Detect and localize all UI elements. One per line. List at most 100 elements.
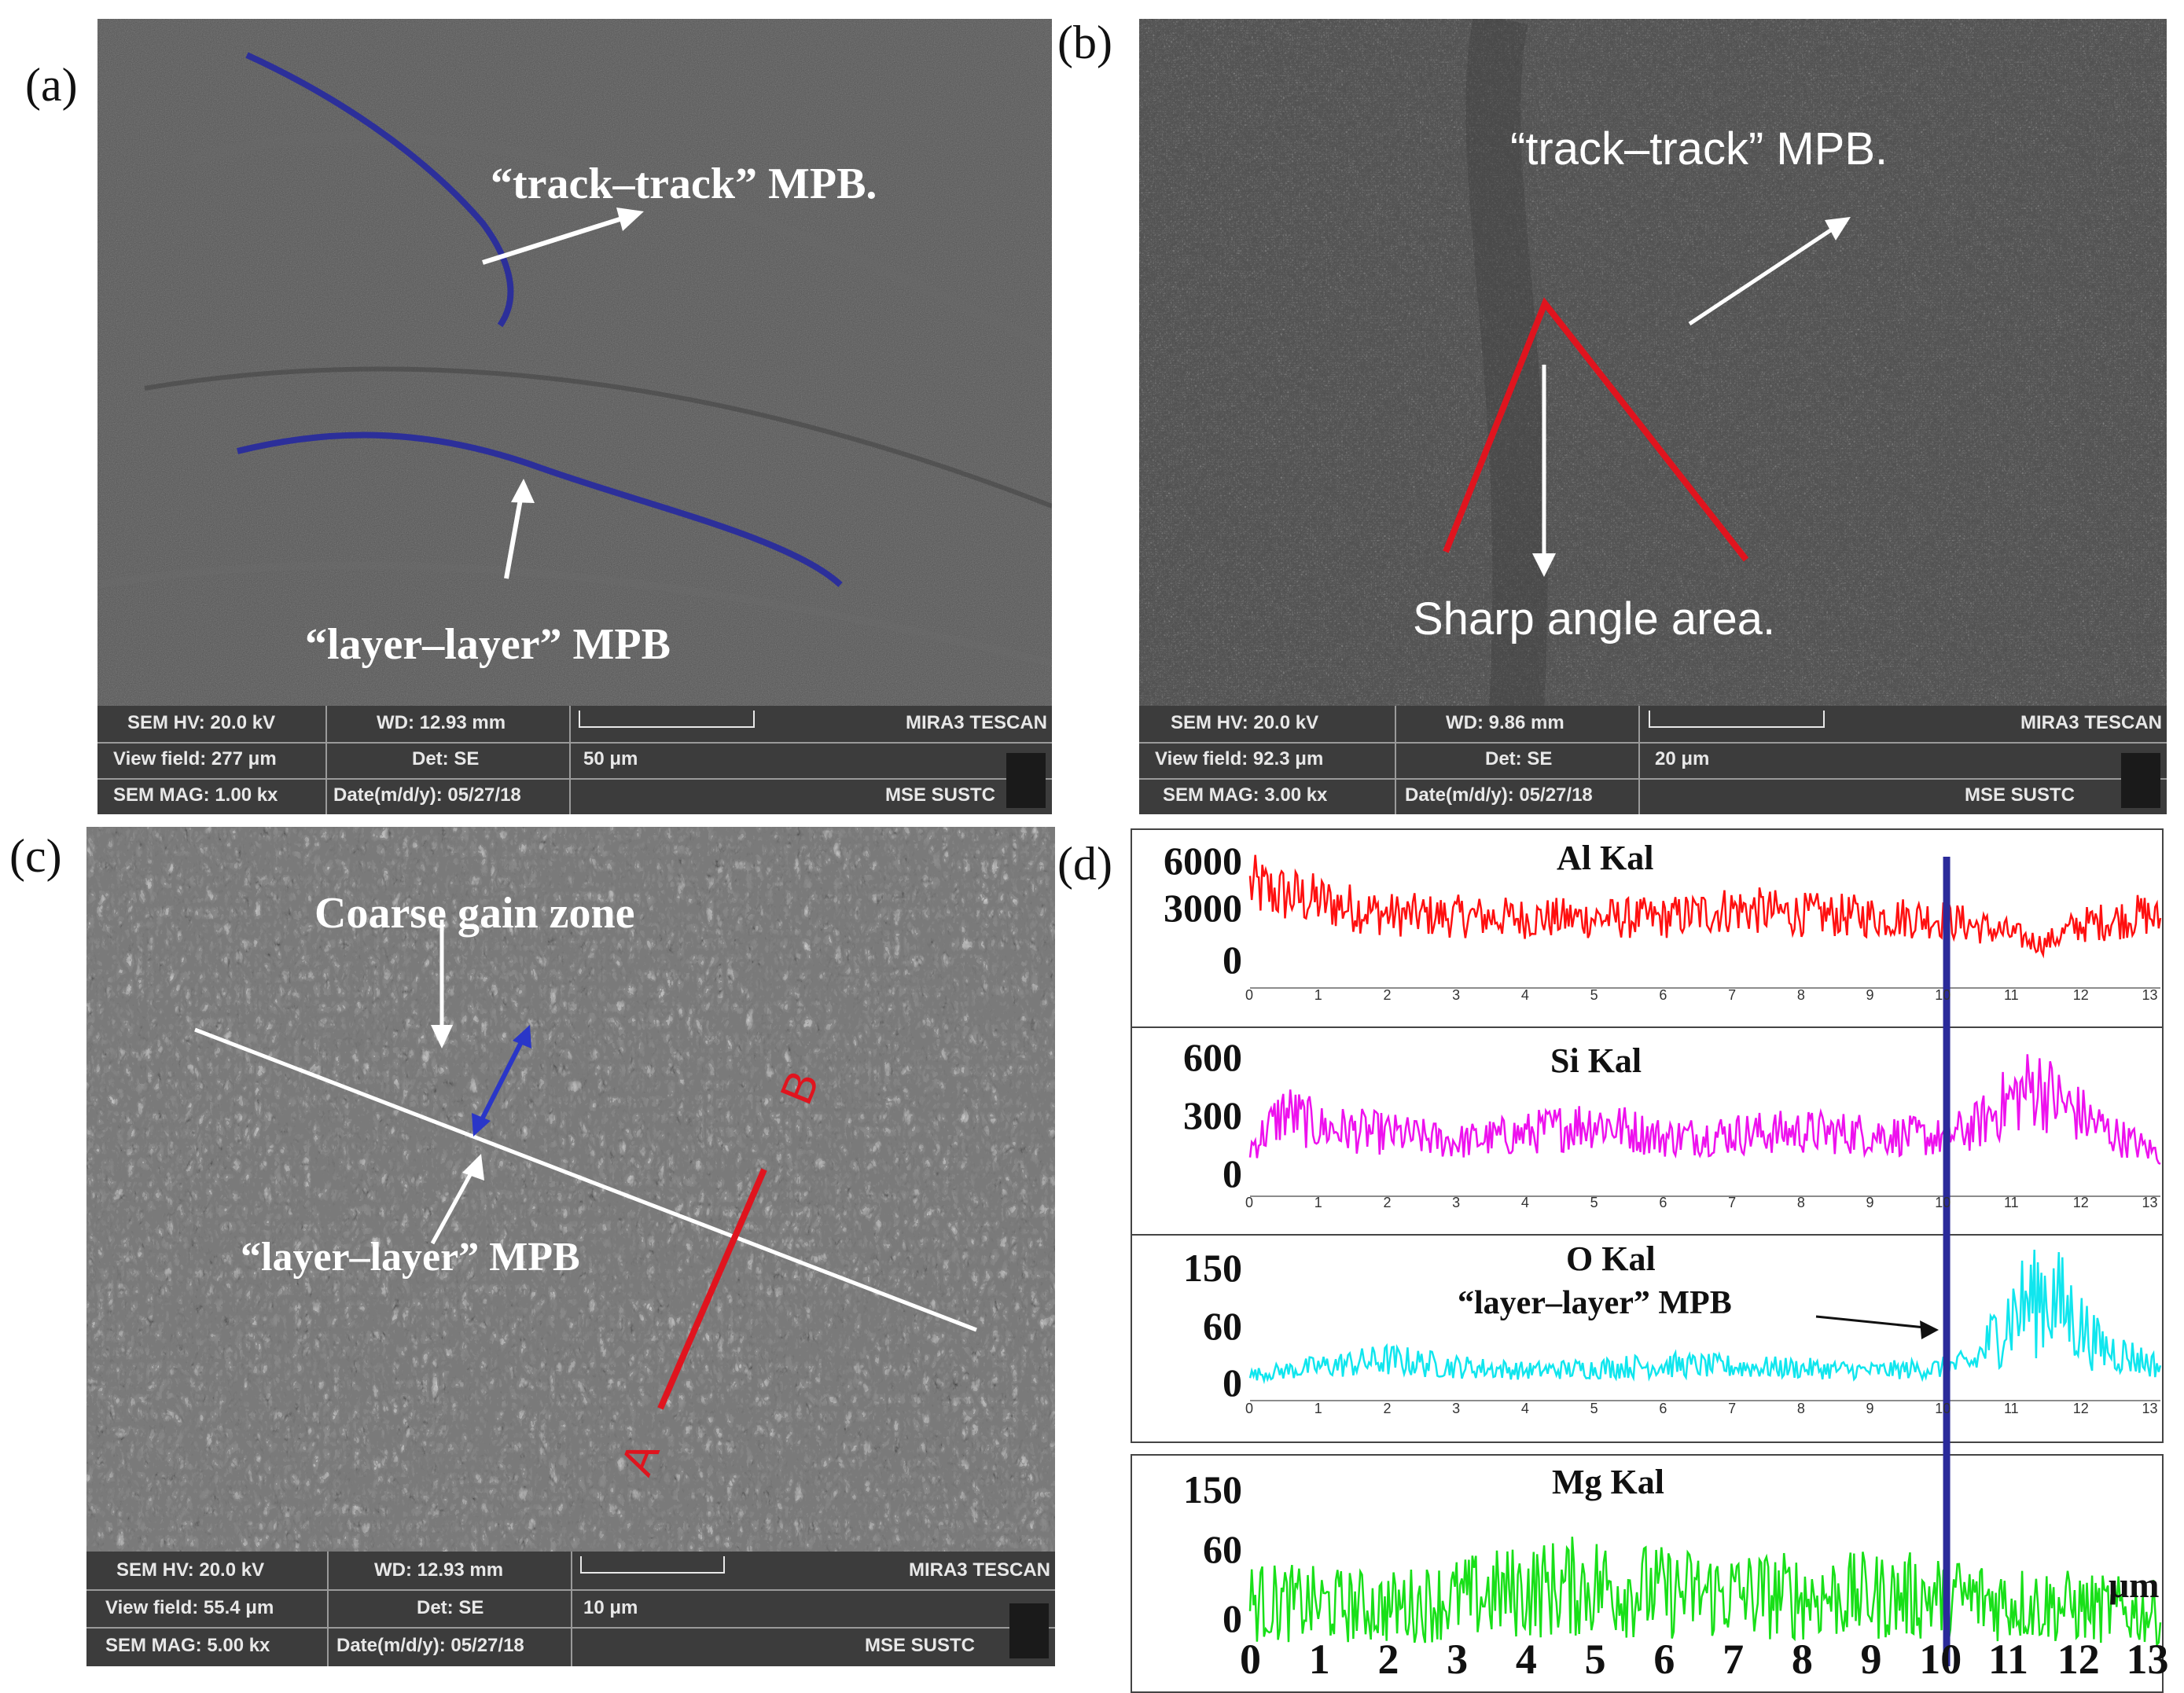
- x-tick-7: 7: [1723, 1636, 1745, 1683]
- x-tick-13: 13: [2126, 1636, 2169, 1683]
- x-tick-small-0-1: 1: [1314, 987, 1322, 1003]
- width-indicator-tip-bottom: [472, 1113, 491, 1137]
- info-wd: WD: 9.86 mm: [1446, 712, 1564, 733]
- x-tick-small-2-6: 6: [1659, 1401, 1667, 1416]
- eds-line-scan-chart: 6000 3000 0 Al Kal 600 300 0 Si Kal 150 …: [1124, 825, 2184, 1693]
- tescan-logo: [1006, 753, 1046, 808]
- o-tick-0: 0: [1223, 1361, 1242, 1405]
- sem-micrograph-a: [97, 19, 1052, 814]
- x-tick-6: 6: [1653, 1636, 1675, 1683]
- info-mag: SEM MAG: 1.00 kx: [113, 784, 278, 806]
- x-tick-small-0-12: 12: [2072, 987, 2089, 1003]
- info-field: View field: 277 μm: [113, 748, 277, 769]
- x-tick-small-1-13: 13: [2142, 1195, 2158, 1210]
- x-tick-small-2-1: 1: [1314, 1401, 1322, 1416]
- arrow-track-track: [482, 213, 633, 265]
- arrowhead-sharp-angle: [1532, 553, 1556, 577]
- info-scale: 20 μm: [1655, 748, 1710, 769]
- x-tick-1: 1: [1308, 1636, 1330, 1683]
- panel-label-c: (c): [9, 830, 62, 882]
- x-tick-small-1-1: 1: [1314, 1195, 1322, 1210]
- x-tick-small-2-11: 11: [2004, 1401, 2019, 1416]
- o-tick-150: 150: [1183, 1246, 1242, 1290]
- sem-micrograph-c: [86, 827, 1055, 1666]
- x-tick-small-2-8: 8: [1796, 1401, 1805, 1416]
- si-tick-600: 600: [1183, 1035, 1242, 1079]
- x-tick-small-2-5: 5: [1590, 1401, 1598, 1416]
- x-tick-small-1-9: 9: [1866, 1195, 1874, 1210]
- al-series-title: Al Kal: [1557, 839, 1654, 877]
- x-tick-small-1-4: 4: [1520, 1195, 1529, 1210]
- mg-series-title: Mg Kal: [1552, 1463, 1664, 1501]
- x-tick-small-2-12: 12: [2072, 1401, 2089, 1416]
- info-date: Date(m/d/y): 05/27/18: [1405, 784, 1593, 806]
- width-indicator-tip-top: [513, 1025, 531, 1048]
- annotation-track-track: “track–track” MPB.: [491, 160, 877, 208]
- x-tick-small-1-0: 0: [1245, 1195, 1254, 1210]
- si-series-title: Si Kal: [1550, 1041, 1642, 1080]
- x-tick-small-1-12: 12: [2072, 1195, 2089, 1210]
- o-tick-60: 60: [1203, 1304, 1242, 1348]
- info-brand: MIRA3 TESCAN: [905, 712, 1047, 733]
- info-brand: MIRA3 TESCAN: [2020, 712, 2162, 733]
- al-tick-6000: 6000: [1164, 839, 1242, 883]
- scale-bar: [579, 711, 755, 728]
- x-axis-unit: μm: [2109, 1565, 2160, 1605]
- series-line-3: [1248, 1537, 2162, 1647]
- x-tick-small-0-10: 10: [1935, 987, 1951, 1003]
- eds-plot-area: [1248, 854, 2162, 1666]
- arrow-layer-layer-c: [430, 1163, 478, 1245]
- sem-micrograph-b: [1139, 19, 2167, 814]
- series-line-1: [1248, 1054, 2161, 1166]
- info-inst: MSE SUSTC: [865, 1635, 976, 1656]
- x-tick-small-2-4: 4: [1520, 1401, 1529, 1416]
- info-date: Date(m/d/y): 05/27/18: [333, 784, 521, 806]
- x-tick-small-2-3: 3: [1452, 1401, 1461, 1416]
- sem-info-bar-c: SEM HV: 20.0 kV WD: 12.93 mm MIRA3 TESCA…: [86, 1552, 1055, 1666]
- x-tick-small-0-13: 13: [2142, 987, 2158, 1003]
- arrow-track-track-b: [1688, 222, 1840, 326]
- x-tick-4: 4: [1515, 1636, 1537, 1683]
- annotation-sharp-angle: Sharp angle area.: [1413, 593, 1776, 645]
- x-tick-small-0-9: 9: [1866, 987, 1874, 1003]
- info-inst: MSE SUSTC: [885, 784, 996, 806]
- x-tick-small-1-6: 6: [1659, 1195, 1667, 1210]
- scale-bar: [580, 1556, 725, 1574]
- x-tick-small-1-8: 8: [1796, 1195, 1805, 1210]
- mpb-marker-label: “layer–layer” MPB: [1458, 1285, 1732, 1321]
- x-tick-11: 11: [1988, 1636, 2029, 1683]
- x-tick-small-1-10: 10: [1935, 1195, 1951, 1210]
- arrowhead-track-track: [616, 207, 644, 231]
- arrowhead-coarse-grain: [431, 1025, 453, 1048]
- x-tick-small-0-2: 2: [1383, 987, 1392, 1003]
- sem-info-bar-a: SEM HV: 20.0 kV WD: 12.93 mm MIRA3 TESCA…: [97, 706, 1052, 814]
- info-wd: WD: 12.93 mm: [377, 712, 506, 733]
- info-field: View field: 92.3 μm: [1155, 748, 1324, 769]
- arrow-layer-layer: [504, 490, 524, 579]
- x-tick-small-2-13: 13: [2142, 1401, 2158, 1416]
- x-tick-small-0-11: 11: [2004, 987, 2019, 1003]
- x-tick-0: 0: [1240, 1636, 1261, 1683]
- mg-tick-60: 60: [1203, 1527, 1242, 1571]
- info-mag: SEM MAG: 5.00 kx: [105, 1635, 270, 1656]
- sem-image-c: Coarse gain zone “layer–layer” MPB A B S…: [86, 827, 1055, 1666]
- al-tick-3000: 3000: [1164, 886, 1242, 930]
- info-hv: SEM HV: 20.0 kV: [1171, 712, 1319, 733]
- width-indicator: [477, 1036, 526, 1126]
- sharp-angle-outline: [1443, 297, 1749, 562]
- x-tick-small-0-0: 0: [1245, 987, 1254, 1003]
- layer-layer-scan-line: [194, 1027, 977, 1332]
- panel-label-b: (b): [1057, 17, 1112, 68]
- eds-frame-o: [1131, 1234, 2164, 1443]
- x-tick-small-1-11: 11: [2004, 1195, 2019, 1210]
- info-brand: MIRA3 TESCAN: [908, 1559, 1050, 1581]
- x-tick-small-2-2: 2: [1383, 1401, 1392, 1416]
- mg-tick-150: 150: [1183, 1467, 1242, 1511]
- arrowhead-layer-layer-c: [462, 1154, 484, 1181]
- x-tick-small-0-4: 4: [1520, 987, 1529, 1003]
- x-tick-small-2-9: 9: [1866, 1401, 1874, 1416]
- info-det: Det: SE: [417, 1597, 484, 1618]
- x-tick-5: 5: [1584, 1636, 1606, 1683]
- x-tick-small-1-7: 7: [1728, 1195, 1737, 1210]
- si-tick-300: 300: [1183, 1093, 1242, 1137]
